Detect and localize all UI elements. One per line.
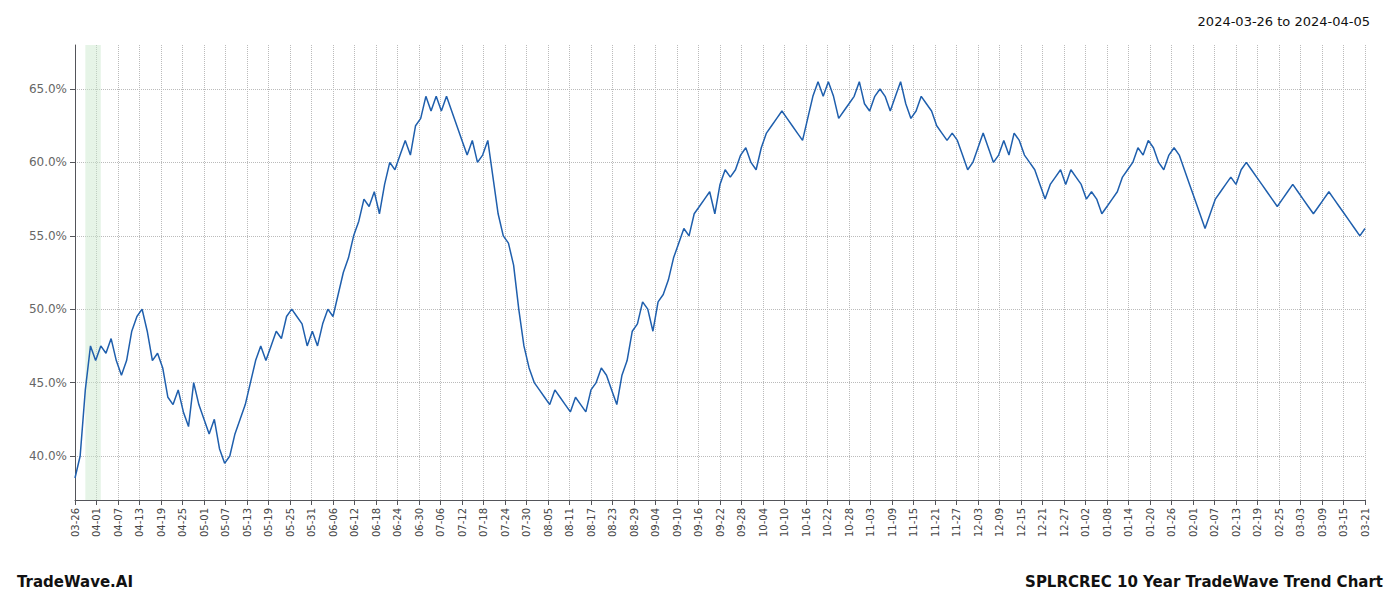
svg-text:08-11: 08-11 xyxy=(564,508,575,537)
svg-text:02-25: 02-25 xyxy=(1274,508,1285,537)
svg-text:06-12: 06-12 xyxy=(349,508,360,537)
svg-text:SPLRCREC 10 Year TradeWave Tre: SPLRCREC 10 Year TradeWave Trend Chart xyxy=(1025,573,1383,591)
svg-text:11-09: 11-09 xyxy=(887,508,898,537)
svg-text:08-05: 08-05 xyxy=(543,508,554,537)
svg-text:07-30: 07-30 xyxy=(521,508,532,537)
svg-text:06-30: 06-30 xyxy=(414,508,425,537)
svg-text:12-27: 12-27 xyxy=(1059,508,1070,537)
svg-text:65.0%: 65.0% xyxy=(29,82,67,96)
svg-text:60.0%: 60.0% xyxy=(29,155,67,169)
svg-text:11-03: 11-03 xyxy=(865,508,876,537)
svg-text:01-26: 01-26 xyxy=(1166,508,1177,537)
svg-text:02-19: 02-19 xyxy=(1252,508,1263,537)
svg-text:12-21: 12-21 xyxy=(1037,508,1048,537)
svg-text:05-01: 05-01 xyxy=(199,508,210,537)
svg-text:06-18: 06-18 xyxy=(371,508,382,537)
svg-text:01-20: 01-20 xyxy=(1145,508,1156,537)
svg-text:05-13: 05-13 xyxy=(242,508,253,537)
svg-text:05-19: 05-19 xyxy=(263,508,274,537)
svg-text:07-06: 07-06 xyxy=(435,508,446,537)
svg-text:45.0%: 45.0% xyxy=(29,376,67,390)
svg-text:10-10: 10-10 xyxy=(779,508,790,537)
svg-text:40.0%: 40.0% xyxy=(29,449,67,463)
svg-text:11-27: 11-27 xyxy=(951,508,962,537)
svg-text:01-08: 01-08 xyxy=(1102,508,1113,537)
svg-text:06-24: 06-24 xyxy=(392,508,403,537)
svg-text:04-25: 04-25 xyxy=(177,508,188,537)
svg-text:05-25: 05-25 xyxy=(285,508,296,537)
svg-text:09-28: 09-28 xyxy=(736,508,747,537)
svg-text:06-06: 06-06 xyxy=(328,508,339,537)
svg-text:09-10: 09-10 xyxy=(672,508,683,537)
svg-text:55.0%: 55.0% xyxy=(29,229,67,243)
svg-text:01-14: 01-14 xyxy=(1123,508,1134,537)
svg-text:09-22: 09-22 xyxy=(715,508,726,537)
svg-text:50.0%: 50.0% xyxy=(29,302,67,316)
svg-text:01-02: 01-02 xyxy=(1080,508,1091,537)
svg-text:03-03: 03-03 xyxy=(1295,508,1306,537)
svg-text:04-19: 04-19 xyxy=(156,508,167,537)
svg-text:10-16: 10-16 xyxy=(801,508,812,537)
svg-text:07-12: 07-12 xyxy=(457,508,468,537)
svg-text:03-15: 03-15 xyxy=(1338,508,1349,537)
svg-text:2024-03-26 to 2024-04-05: 2024-03-26 to 2024-04-05 xyxy=(1198,14,1370,29)
svg-text:11-21: 11-21 xyxy=(930,508,941,537)
svg-text:10-04: 10-04 xyxy=(758,508,769,537)
svg-text:04-07: 04-07 xyxy=(113,508,124,537)
svg-text:08-29: 08-29 xyxy=(629,508,640,537)
svg-text:07-18: 07-18 xyxy=(478,508,489,537)
svg-text:03-26: 03-26 xyxy=(70,508,81,537)
svg-text:TradeWave.AI: TradeWave.AI xyxy=(17,573,133,591)
svg-text:12-03: 12-03 xyxy=(973,508,984,537)
svg-text:08-23: 08-23 xyxy=(607,508,618,537)
svg-text:02-13: 02-13 xyxy=(1231,508,1242,537)
svg-text:03-21: 03-21 xyxy=(1360,508,1371,537)
svg-text:07-24: 07-24 xyxy=(500,508,511,537)
svg-text:05-31: 05-31 xyxy=(306,508,317,537)
svg-text:04-01: 04-01 xyxy=(91,508,102,537)
svg-text:08-17: 08-17 xyxy=(586,508,597,537)
svg-text:12-09: 12-09 xyxy=(994,508,1005,537)
svg-text:02-07: 02-07 xyxy=(1209,508,1220,537)
svg-text:12-15: 12-15 xyxy=(1016,508,1027,537)
svg-text:09-04: 09-04 xyxy=(650,508,661,537)
svg-text:10-22: 10-22 xyxy=(822,508,833,537)
svg-text:02-01: 02-01 xyxy=(1188,508,1199,537)
svg-text:09-16: 09-16 xyxy=(693,508,704,537)
svg-text:05-07: 05-07 xyxy=(220,508,231,537)
svg-text:11-15: 11-15 xyxy=(908,508,919,537)
svg-text:10-28: 10-28 xyxy=(844,508,855,537)
svg-text:03-09: 03-09 xyxy=(1317,508,1328,537)
svg-text:04-13: 04-13 xyxy=(134,508,145,537)
